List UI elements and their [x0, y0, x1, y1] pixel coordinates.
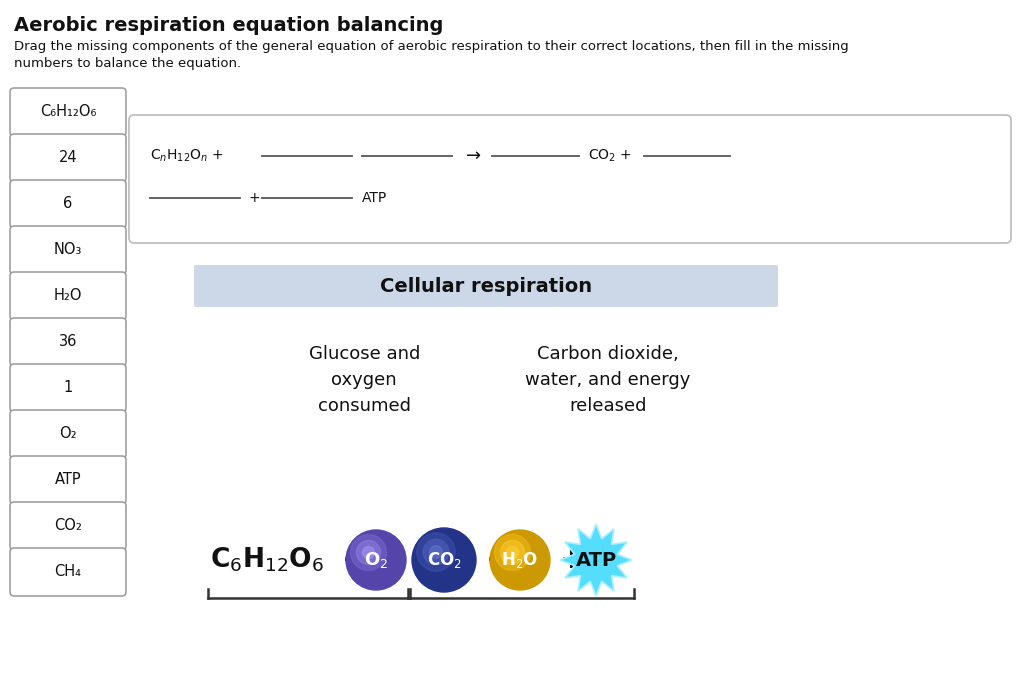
Polygon shape [560, 524, 632, 596]
Text: CH₄: CH₄ [54, 564, 82, 579]
Text: ATP: ATP [575, 550, 616, 570]
Text: Cellular respiration: Cellular respiration [380, 277, 592, 296]
Circle shape [417, 533, 456, 571]
FancyBboxPatch shape [10, 456, 126, 504]
Circle shape [362, 546, 375, 559]
Text: +: + [560, 546, 584, 574]
Text: 1: 1 [63, 380, 73, 396]
FancyBboxPatch shape [10, 364, 126, 412]
Text: ATP: ATP [54, 473, 81, 488]
Circle shape [490, 530, 550, 590]
Text: Aerobic respiration equation balancing: Aerobic respiration equation balancing [14, 16, 443, 35]
Text: C$_n$H$_{12}$O$_n$ +: C$_n$H$_{12}$O$_n$ + [150, 148, 224, 164]
FancyBboxPatch shape [10, 410, 126, 458]
Circle shape [501, 541, 524, 564]
FancyBboxPatch shape [129, 115, 1011, 243]
Text: C₆H₁₂O₆: C₆H₁₂O₆ [40, 105, 96, 120]
Circle shape [423, 539, 449, 565]
Text: CO$_2$ +: CO$_2$ + [588, 148, 632, 164]
Text: Drag the missing components of the general equation of aerobic respiration to th: Drag the missing components of the gener… [14, 40, 849, 70]
Text: 6: 6 [63, 197, 73, 211]
FancyBboxPatch shape [10, 88, 126, 136]
Text: +: + [486, 546, 509, 574]
FancyBboxPatch shape [10, 548, 126, 596]
Text: O₂: O₂ [59, 427, 77, 442]
FancyBboxPatch shape [194, 265, 778, 307]
FancyBboxPatch shape [10, 180, 126, 228]
Text: +: + [248, 191, 260, 205]
Text: 24: 24 [58, 151, 78, 166]
Text: CO₂: CO₂ [54, 519, 82, 533]
Text: →: → [466, 147, 481, 165]
Circle shape [346, 530, 406, 590]
FancyBboxPatch shape [10, 226, 126, 274]
Text: O$_2$: O$_2$ [364, 550, 388, 570]
Circle shape [507, 546, 518, 559]
Text: ATP: ATP [362, 191, 387, 205]
Text: Carbon dioxide,
water, and energy
released: Carbon dioxide, water, and energy releas… [525, 345, 690, 415]
Circle shape [356, 541, 381, 564]
Text: 36: 36 [58, 334, 77, 350]
Circle shape [495, 535, 530, 570]
Text: H₂O: H₂O [53, 288, 82, 303]
FancyBboxPatch shape [10, 502, 126, 550]
Circle shape [412, 528, 476, 592]
FancyBboxPatch shape [10, 318, 126, 366]
Text: Glucose and
oxygen
consumed: Glucose and oxygen consumed [308, 345, 420, 415]
Circle shape [430, 546, 442, 559]
FancyBboxPatch shape [10, 272, 126, 320]
Circle shape [350, 535, 386, 570]
Text: CO$_2$: CO$_2$ [427, 550, 462, 570]
Text: H$_2$O: H$_2$O [502, 550, 539, 570]
Text: +: + [342, 546, 366, 574]
Text: NO₃: NO₃ [54, 242, 82, 257]
Text: C$_6$H$_{12}$O$_6$: C$_6$H$_{12}$O$_6$ [210, 546, 324, 574]
FancyBboxPatch shape [10, 134, 126, 182]
